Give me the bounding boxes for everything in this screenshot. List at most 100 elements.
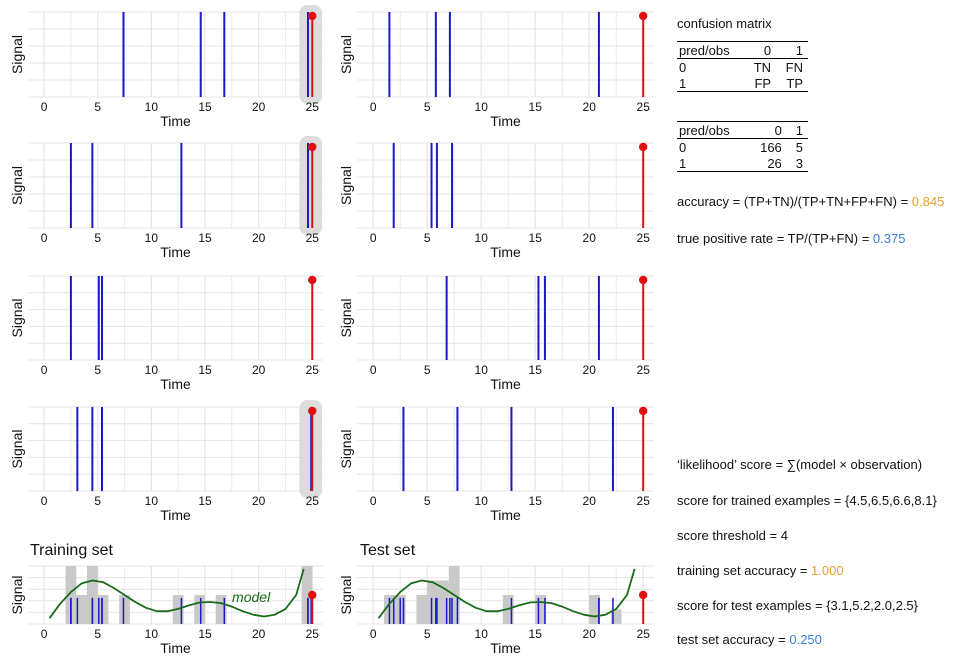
- panel-train-2: 0 5 10 15 20 25 Time Signal: [9, 136, 323, 260]
- y-axis-label: Signal: [9, 299, 25, 338]
- panel-test-1: 0 5 10 15 20 25 Time Signal: [338, 11, 654, 129]
- x-tick-label: 5: [94, 494, 101, 508]
- x-tick-label: 0: [370, 363, 377, 377]
- x-tick-label: 25: [637, 231, 651, 245]
- confusion-counts-table: pred/obs 0 1 0 166 5 1 26 3: [677, 121, 808, 172]
- panel-training-set: model 0 5 10 15 20 25 Time Signal: [9, 565, 323, 656]
- x-tick-label: 15: [529, 363, 543, 377]
- panel-train-4: 0 5 10 15 20 25 Time Signal: [9, 400, 323, 523]
- tpr-line: true positive rate = TP/(TP+FN) = 0.375: [677, 231, 905, 246]
- x-tick-label: 0: [370, 100, 377, 114]
- x-tick-label: 10: [145, 363, 159, 377]
- x-tick-label: 15: [198, 100, 212, 114]
- x-tick-label: 15: [529, 231, 543, 245]
- x-tick-label: 10: [475, 494, 489, 508]
- x-tick-label: 15: [198, 627, 212, 641]
- cm-template-cell: FP: [744, 75, 777, 92]
- x-tick-label: 20: [583, 100, 597, 114]
- x-tick-label: 10: [145, 231, 159, 245]
- hist-bin: [535, 595, 546, 624]
- hist-bin: [589, 595, 600, 624]
- x-tick-label: 15: [529, 100, 543, 114]
- x-tick-label: 25: [306, 100, 320, 114]
- test-scores: score for test examples = {3.1,5.2,2.0,2…: [677, 598, 919, 613]
- x-axis-label: Time: [490, 640, 521, 656]
- cm-counts-cell: 1: [786, 121, 808, 139]
- x-tick-label: 10: [475, 363, 489, 377]
- x-tick-label: 10: [475, 627, 489, 641]
- x-axis-label: Time: [160, 507, 191, 523]
- test-accuracy-label: test set accuracy =: [677, 632, 790, 647]
- x-tick-label: 25: [306, 363, 320, 377]
- cm-template-cell: TP: [776, 75, 808, 92]
- training-accuracy-line: training set accuracy = 1.000: [677, 563, 844, 578]
- y-axis-label: Signal: [9, 166, 25, 205]
- x-axis-label: Time: [160, 244, 191, 260]
- cm-counts-cell: 0: [679, 139, 687, 155]
- target-point: [308, 142, 317, 152]
- cm-counts-row: 1 26 3: [677, 155, 808, 172]
- x-tick-label: 5: [424, 627, 431, 641]
- confusion-template-table: pred/obs 0 1 0 TN FN 1 FP TP: [677, 41, 808, 92]
- target-point: [639, 406, 648, 416]
- cm-counts-cell: 26: [747, 155, 787, 172]
- target-point: [308, 11, 317, 21]
- trained-scores: score for trained examples = {4.5,6.5,6.…: [677, 493, 937, 508]
- x-tick-label: 0: [41, 363, 48, 377]
- tpr-value: 0.375: [872, 231, 906, 246]
- cm-counts-cell: 3: [786, 155, 808, 172]
- x-tick-label: 25: [637, 494, 651, 508]
- training-accuracy-value: 1.000: [811, 563, 844, 578]
- model-label: model: [232, 589, 271, 605]
- cm-counts-header-row: pred/obs 0 1: [677, 121, 808, 139]
- target-point: [639, 275, 648, 285]
- panel-test-set: 0 5 10 15 20 25 Time Signal: [338, 565, 654, 656]
- y-axis-label: Signal: [9, 35, 25, 74]
- x-tick-label: 20: [252, 363, 266, 377]
- y-axis-label: Signal: [9, 576, 25, 615]
- x-tick-label: 5: [94, 231, 101, 245]
- x-tick-label: 25: [306, 231, 320, 245]
- hist-bin: [87, 566, 98, 624]
- x-axis-label: Time: [490, 376, 521, 392]
- model-curve: [377, 568, 636, 619]
- test-accuracy-line: test set accuracy = 0.250: [677, 632, 822, 647]
- x-tick-label: 5: [94, 100, 101, 114]
- x-tick-label: 15: [529, 627, 543, 641]
- hist-bin: [215, 595, 227, 624]
- target-highlight: [299, 5, 322, 104]
- x-tick-label: 20: [583, 231, 597, 245]
- cm-counts-row: 0 166 5: [677, 139, 808, 156]
- x-tick-label: 5: [424, 100, 431, 114]
- confusion-title: confusion matrix: [677, 16, 772, 31]
- x-axis-label: Time: [490, 244, 521, 260]
- y-axis-label: Signal: [338, 430, 354, 469]
- x-tick-label: 5: [424, 494, 431, 508]
- y-axis-label: Signal: [338, 299, 354, 338]
- x-tick-label: 15: [198, 231, 212, 245]
- x-tick-label: 25: [637, 100, 651, 114]
- target-point: [639, 590, 648, 600]
- y-axis-label: Signal: [338, 166, 354, 205]
- x-axis-label: Time: [160, 640, 191, 656]
- training-accuracy-label: training set accuracy =: [677, 563, 812, 578]
- y-axis-label: Signal: [9, 430, 25, 469]
- cm-template-row: 0 TN FN: [677, 59, 808, 76]
- cm-template-cell: FN: [785, 59, 803, 75]
- x-tick-label: 15: [198, 494, 212, 508]
- x-tick-label: 0: [370, 494, 377, 508]
- x-tick-label: 0: [370, 231, 377, 245]
- x-tick-label: 0: [41, 100, 48, 114]
- hist-bin: [416, 595, 428, 624]
- x-tick-label: 20: [583, 627, 597, 641]
- target-point: [308, 590, 317, 600]
- cm-template-cell: TN: [753, 59, 772, 75]
- target-point: [639, 142, 648, 152]
- cm-counts-cell: 1: [677, 155, 748, 172]
- x-tick-label: 20: [252, 494, 266, 508]
- x-tick-label: 0: [41, 627, 48, 641]
- hist-bin: [194, 595, 205, 624]
- hist-bin: [301, 566, 313, 624]
- hist-bin: [438, 580, 449, 624]
